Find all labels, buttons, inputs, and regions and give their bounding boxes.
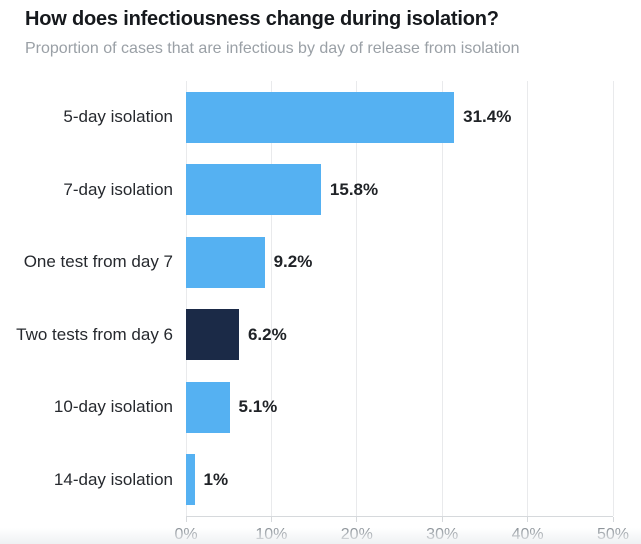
bar-chart: 5-day isolation 31.4% 7-day isolation 15.8%…	[16, 81, 629, 544]
tick-label: 10%	[255, 526, 288, 543]
bar	[186, 454, 195, 506]
x-axis: 0% 10% 20% 30% 40% 50%	[174, 517, 629, 544]
bar-highlighted	[186, 309, 239, 361]
tick-mark	[356, 517, 358, 522]
value-label: 5.1%	[238, 397, 278, 417]
value-label: 6.2%	[247, 324, 287, 344]
bar-row: 7-day isolation 15.8%	[63, 154, 613, 227]
tick-label: 30%	[426, 526, 459, 543]
bar	[186, 381, 230, 433]
tick-mark	[527, 517, 529, 522]
value-label: 1%	[203, 469, 229, 489]
tick-mark	[185, 517, 187, 522]
bar	[186, 236, 265, 288]
plot-area: 5-day isolation 31.4% 7-day isolation 15.8%…	[16, 81, 614, 517]
gridline	[270, 81, 272, 516]
tick-label: 50%	[596, 526, 630, 543]
value-label: 15.8%	[329, 179, 379, 199]
tick-label: 20%	[340, 526, 373, 543]
category-label: Two tests from day 6	[16, 324, 173, 344]
category-label: 5-day isolation	[63, 107, 173, 127]
bar-row: 10-day isolation 5.1%	[54, 371, 613, 444]
gridline	[527, 81, 529, 516]
page-title: How does infectiousness change during is…	[25, 8, 499, 30]
gridline	[185, 81, 187, 516]
bar-row: 5-day isolation 31.4%	[63, 81, 613, 154]
category-label: 14-day isolation	[53, 469, 173, 489]
bar	[186, 164, 321, 216]
tick-mark	[441, 517, 443, 522]
category-label: One test from day 7	[23, 252, 173, 272]
value-label: 9.2%	[273, 252, 313, 272]
gridline	[612, 81, 614, 516]
gridline	[356, 81, 358, 516]
bar-row: One test from day 7 9.2%	[24, 226, 613, 299]
tick-label: 40%	[511, 526, 544, 543]
category-label: 7-day isolation	[63, 179, 173, 199]
value-label: 31.4%	[463, 107, 512, 127]
bar-row: 14-day isolation 1%	[54, 444, 613, 517]
bar	[186, 91, 455, 143]
category-label: 10-day isolation	[53, 397, 173, 417]
chart-subtitle: Proportion of cases that are infectious …	[25, 40, 520, 57]
tick-mark	[612, 517, 614, 522]
chart-header: How does infectiousness change during is…	[0, 0, 641, 58]
tick-label: 0%	[174, 526, 198, 543]
gridline	[441, 81, 443, 516]
tick-mark	[270, 517, 272, 522]
bar-row: Two tests from day 6 6.2%	[16, 299, 613, 372]
